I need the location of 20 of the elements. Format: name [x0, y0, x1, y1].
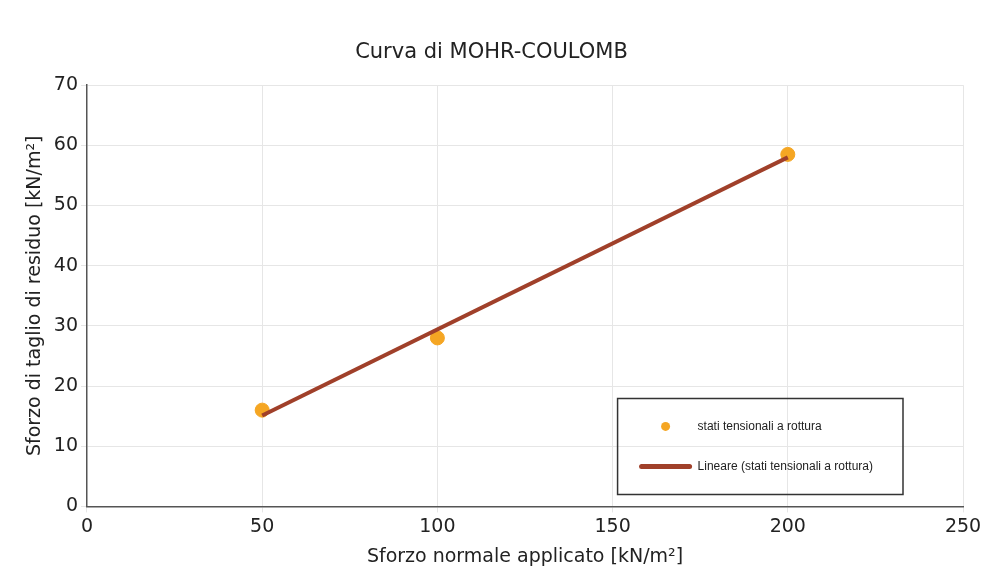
x-tick-label: 50 — [250, 513, 275, 536]
y-tick-label: 60 — [53, 132, 78, 155]
x-tick-label: 200 — [769, 513, 806, 536]
y-tick-label: 0 — [65, 493, 78, 516]
x-tick-label: 250 — [944, 513, 982, 536]
legend-label: stati tensionali a rottura — [697, 418, 822, 433]
y-tick-label: 50 — [53, 192, 78, 215]
x-tick-label: 0 — [80, 513, 94, 536]
legend-label: Lineare (stati tensionali a rottura) — [697, 458, 874, 473]
y-tick-label: 10 — [53, 433, 78, 456]
y-tick-label: 70 — [53, 72, 78, 95]
point — [429, 330, 445, 346]
x-tick-label: 100 — [419, 513, 456, 536]
y-tick-label: 40 — [53, 252, 78, 275]
x-tick-label: 150 — [594, 513, 631, 536]
x-axis-title: Sforzo normale applicato [kN/m²] — [366, 543, 684, 566]
y-axis-title: Sforzo di taglio di residuo [kN/m²] — [22, 135, 45, 457]
y-tick-label: 20 — [53, 372, 78, 395]
chart-title: Curva di MOHR-COULOMB — [355, 39, 628, 64]
y-tick-label: 30 — [53, 312, 78, 335]
